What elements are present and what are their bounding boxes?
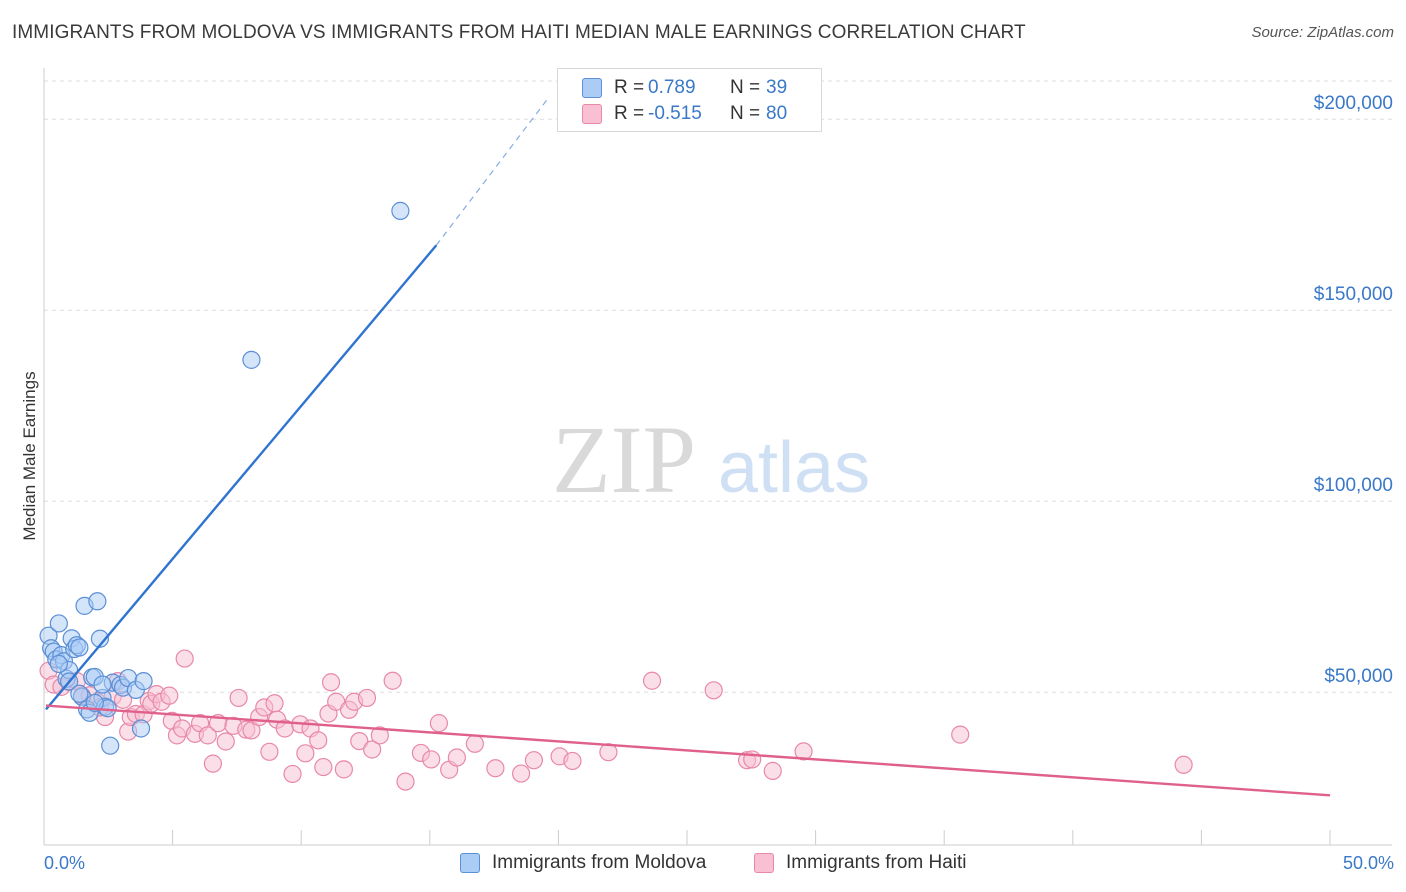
moldova-point: [88, 592, 107, 611]
haiti-point: [160, 686, 179, 705]
y-tick-label: $150,000: [1314, 284, 1393, 305]
haiti-point: [314, 757, 333, 777]
legend-row-haiti: R = -0.515 N = 80: [582, 100, 787, 128]
y-tick-label: $200,000: [1314, 93, 1393, 114]
chart-title: IMMIGRANTS FROM MOLDOVA VS IMMIGRANTS FR…: [12, 22, 1026, 43]
haiti-point: [327, 692, 346, 711]
haiti-point: [265, 694, 284, 713]
moldova-point: [90, 629, 110, 648]
x-tick-marks: [172, 830, 1331, 845]
legend-r-label: R =: [614, 77, 645, 98]
haiti-point: [283, 764, 302, 784]
watermark-atlas: atlas: [718, 428, 870, 508]
haiti-point: [383, 671, 402, 690]
haiti-point: [260, 742, 279, 761]
legend-r-value: -0.515: [648, 103, 702, 124]
haiti-point: [704, 681, 723, 700]
moldova-point: [49, 654, 68, 674]
y-axis-title: Median Male Earnings: [20, 371, 39, 540]
haiti-point: [951, 725, 970, 744]
haiti-point: [229, 688, 248, 708]
haiti-point: [242, 721, 261, 740]
haiti-point: [486, 759, 505, 778]
haiti-point: [296, 744, 315, 763]
moldova-point: [131, 719, 151, 738]
haiti-point: [763, 761, 782, 780]
y-tick-labels: $50,000 $100,000 $150,000 $200,000: [1314, 93, 1393, 687]
haiti-point: [429, 714, 449, 733]
legend-swatch-moldova: [582, 78, 602, 98]
haiti-point: [203, 754, 223, 773]
haiti-point: [524, 751, 544, 770]
haiti-points: [39, 649, 1193, 791]
moldova-points: [39, 201, 410, 755]
legend-row-moldova: R = 0.789 N = 39: [582, 74, 787, 102]
legend-n-value: 39: [766, 77, 788, 98]
moldova-point: [93, 675, 112, 694]
watermark: ZIP atlas: [552, 406, 870, 513]
haiti-point: [321, 673, 341, 692]
legend-n-label: N =: [730, 103, 761, 124]
grid-lines: [44, 80, 1392, 693]
moldova-point: [391, 201, 410, 220]
haiti-point: [642, 671, 662, 690]
moldova-point: [85, 693, 104, 712]
haiti-point: [563, 751, 582, 771]
haiti-point: [198, 726, 217, 745]
x-tick-label-max: 50.0%: [1343, 853, 1394, 873]
series-swatch-haiti: [754, 853, 774, 873]
haiti-point: [599, 743, 618, 762]
y-tick-label: $50,000: [1324, 666, 1393, 687]
x-tick-label-min: 0.0%: [44, 853, 85, 873]
moldova-trend-extension: [435, 99, 548, 246]
haiti-point: [175, 649, 194, 668]
legend-r-label: R =: [614, 103, 645, 124]
haiti-point: [350, 731, 369, 751]
haiti-point: [794, 742, 813, 761]
haiti-trend-line: [45, 704, 1331, 797]
legend-r-value: 0.789: [648, 77, 696, 98]
haiti-point: [363, 740, 382, 759]
moldova-point: [134, 672, 153, 691]
moldova-point: [242, 350, 261, 369]
moldova-point: [70, 638, 89, 657]
source-label: Source: ZipAtlas.com: [1251, 24, 1394, 41]
series-legend-moldova[interactable]: Immigrants from Moldova: [460, 852, 706, 874]
haiti-point: [357, 688, 377, 708]
haiti-point: [1174, 755, 1193, 774]
watermark-zip: ZIP: [552, 406, 696, 513]
trend-lines: [45, 99, 1331, 797]
legend-n-value: 80: [766, 103, 788, 124]
legend-swatch-haiti: [582, 104, 602, 124]
haiti-point: [370, 726, 389, 745]
moldova-point: [101, 736, 120, 755]
haiti-point: [465, 734, 484, 753]
haiti-point: [334, 760, 353, 779]
haiti-point: [422, 750, 441, 769]
series-legend-haiti[interactable]: Immigrants from Haiti: [754, 852, 967, 874]
haiti-point: [309, 731, 328, 750]
y-tick-label: $100,000: [1314, 475, 1393, 496]
correlation-legend: R = 0.789 N = 39 R = -0.515 N = 80: [557, 68, 822, 132]
haiti-point: [447, 748, 466, 767]
moldova-point: [49, 614, 68, 633]
series-label-moldova: Immigrants from Moldova: [492, 852, 707, 873]
series-label-haiti: Immigrants from Haiti: [786, 852, 967, 873]
legend-n-label: N =: [730, 77, 761, 98]
series-legend: Immigrants from Moldova Immigrants from …: [0, 852, 1406, 878]
haiti-point: [216, 732, 235, 751]
moldova-point: [70, 684, 89, 703]
series-swatch-moldova: [460, 853, 480, 873]
haiti-point: [396, 772, 415, 791]
haiti-point: [511, 764, 531, 783]
moldova-trend-line: [45, 244, 438, 711]
